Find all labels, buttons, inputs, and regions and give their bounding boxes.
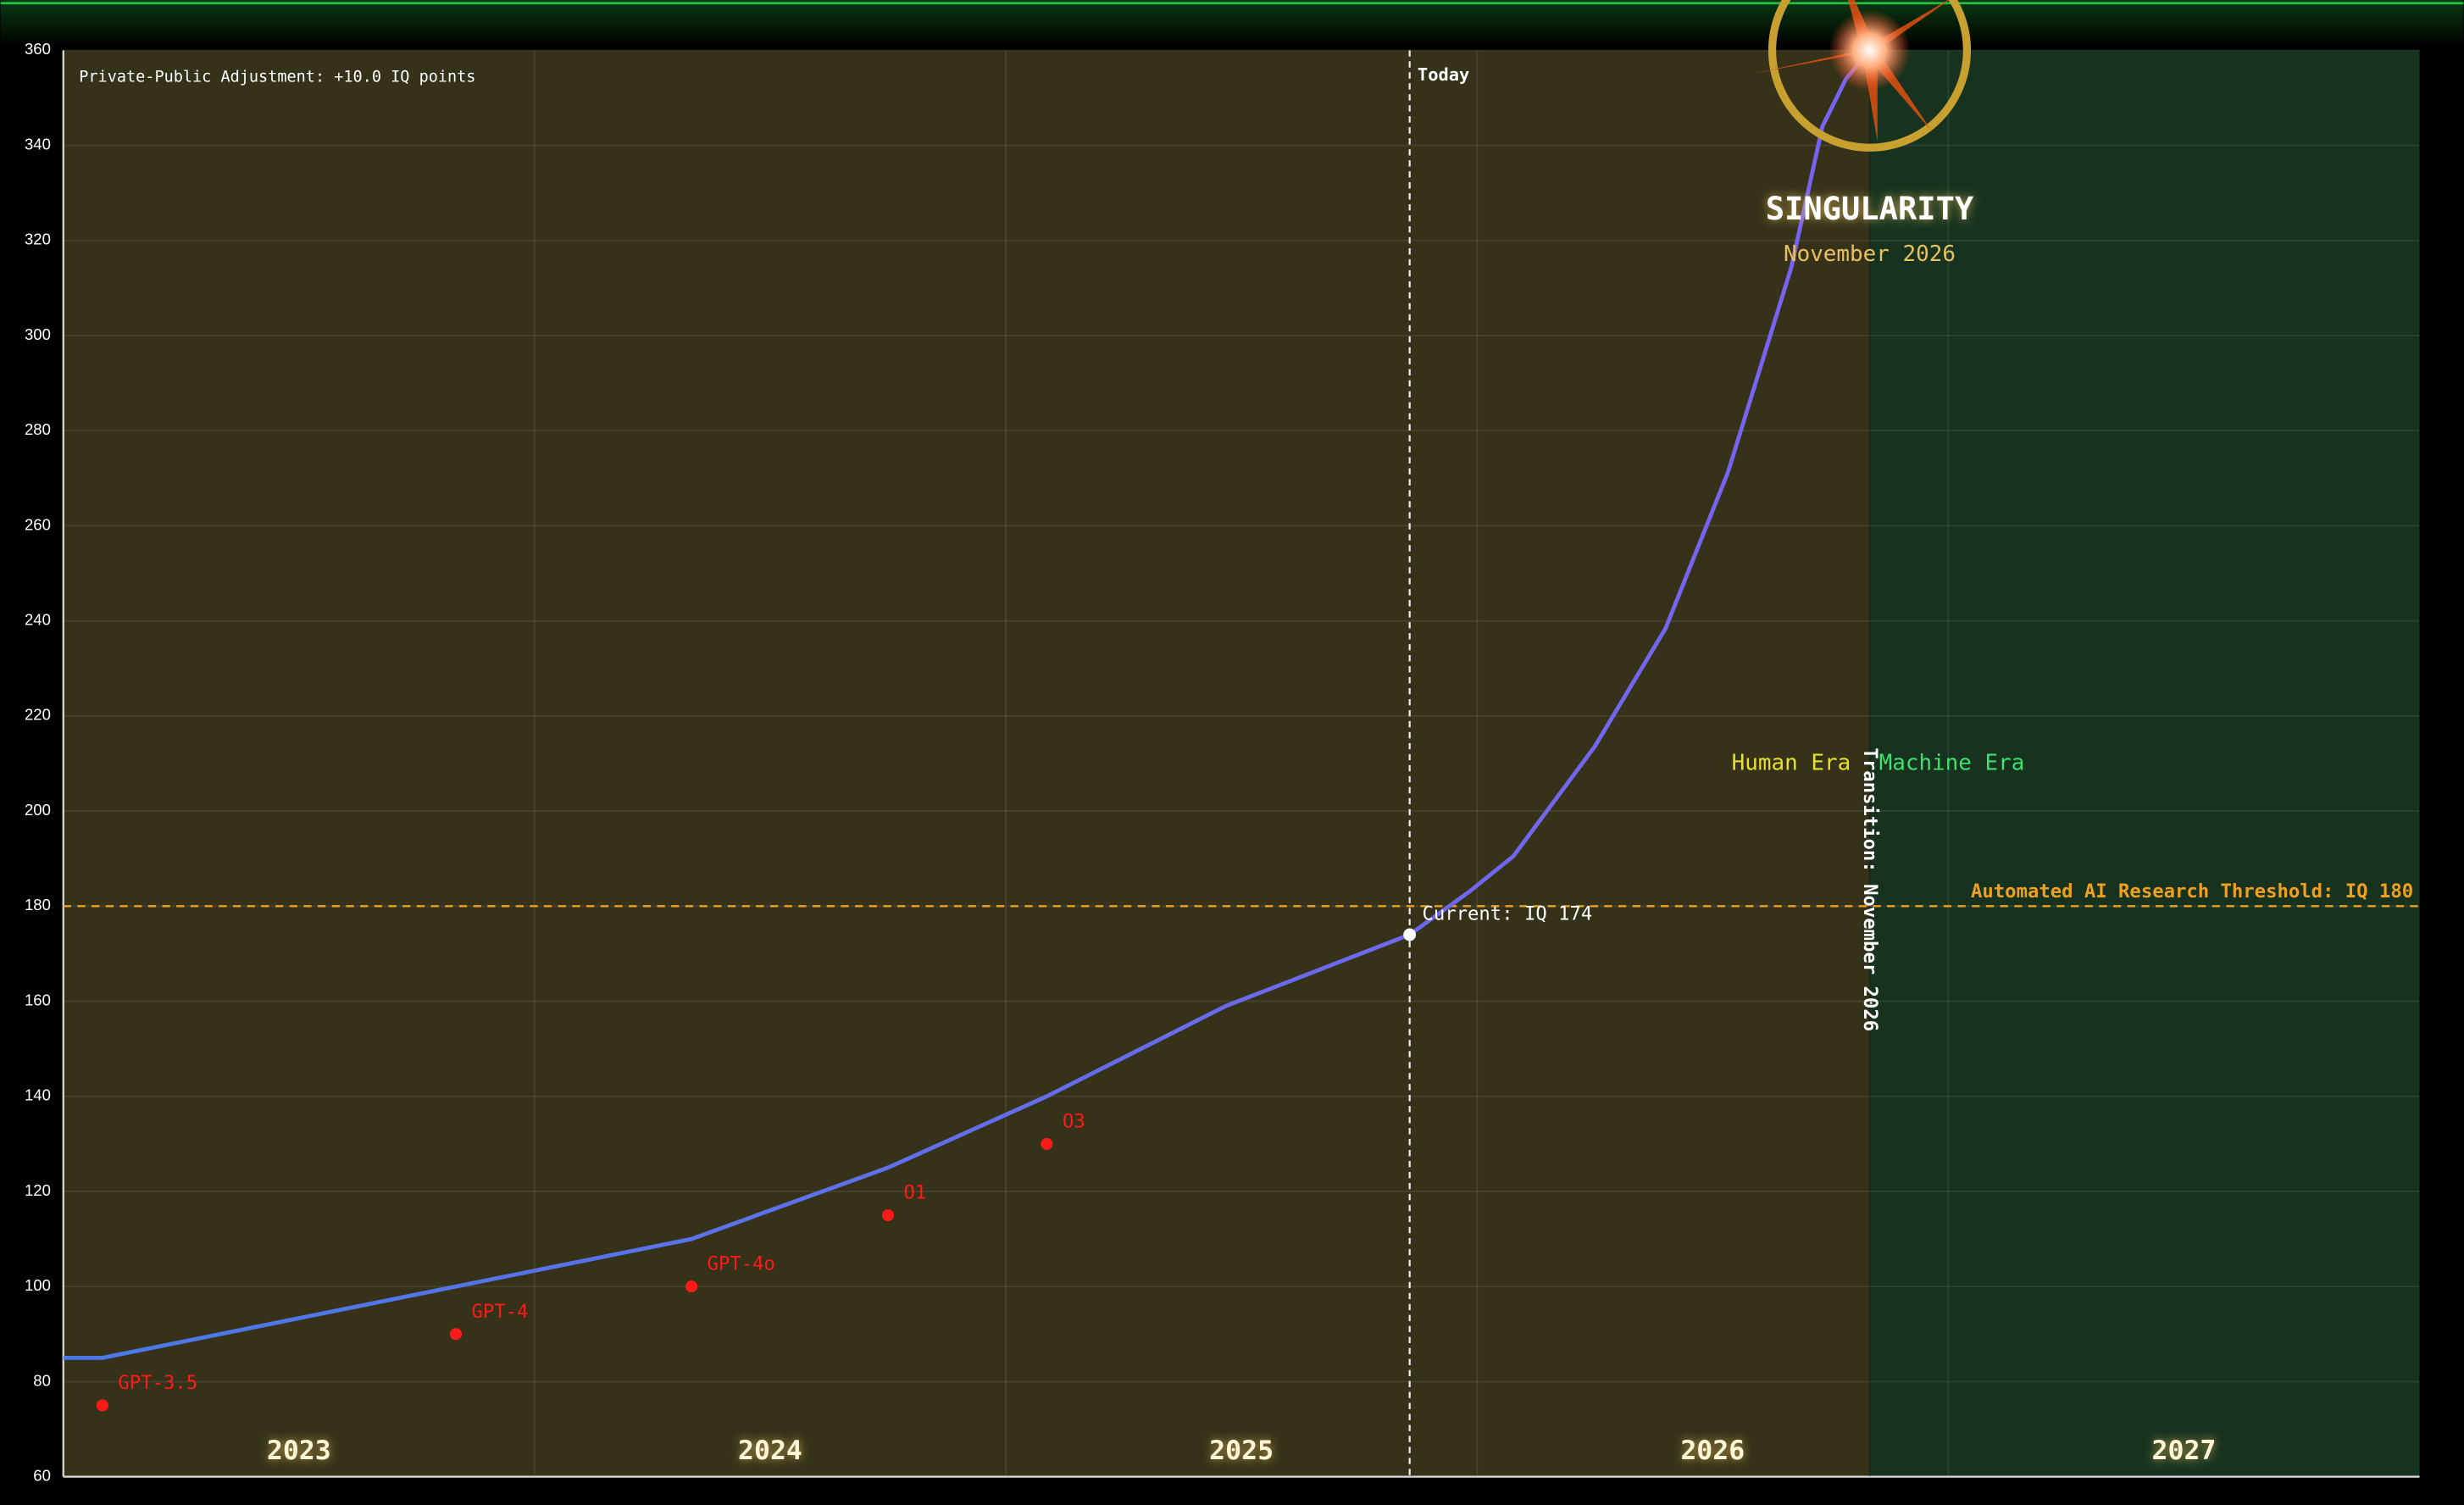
model-label: O3 — [1063, 1110, 1085, 1132]
y-tick-label: 100 — [25, 1276, 51, 1294]
y-tick-label: 360 — [25, 40, 51, 58]
sun-ring — [1768, 0, 1972, 152]
singularity-icon — [1751, 0, 1972, 152]
x-tick-label: 2026 — [1680, 1436, 1745, 1466]
adjustment-note: Private-Public Adjustment: +10.0 IQ poin… — [79, 68, 475, 86]
plot-area: 60 80 100 120 140 160 180 200 220 240 260 280 300 320… — [25, 0, 2420, 1485]
model-point — [1041, 1137, 1053, 1150]
y-tick-label: 80 — [33, 1371, 51, 1389]
y-tick-label: 340 — [25, 135, 51, 153]
y-tick-label: 220 — [25, 706, 51, 724]
y-tick-label: 280 — [25, 420, 51, 438]
x-tick-label: 2025 — [1209, 1436, 1274, 1466]
machine-era-region — [1869, 50, 2420, 1477]
y-tick-label: 140 — [25, 1086, 51, 1104]
human-era-label: Human Era — [1732, 750, 1851, 775]
y-tick-label: 240 — [25, 611, 51, 629]
x-tick-label: 2024 — [738, 1436, 802, 1466]
transition-label: Transition: November 2026 — [1859, 747, 1881, 1031]
header-bar — [0, 0, 2464, 47]
model-point — [685, 1280, 698, 1293]
model-label: GPT-4o — [708, 1253, 775, 1275]
model-label: O1 — [904, 1182, 927, 1204]
x-tick-label: 2027 — [2152, 1436, 2217, 1466]
machine-era-label: Machine Era — [1879, 750, 2025, 775]
singularity-title: SINGULARITY — [1766, 191, 1974, 227]
model-label: GPT-4 — [472, 1301, 529, 1323]
y-tick-label: 300 — [25, 325, 51, 343]
model-point — [449, 1328, 463, 1341]
y-tick-label: 60 — [33, 1467, 51, 1485]
sun-core — [1829, 9, 1911, 92]
x-tick-label: 2023 — [267, 1436, 331, 1466]
human-era-region — [63, 50, 1870, 1477]
iq-line — [63, 48, 1872, 1360]
singularity-date: November 2026 — [1784, 242, 1956, 267]
y-tick-label: 260 — [25, 515, 51, 533]
threshold-label: Automated AI Research Threshold: IQ 180 — [1971, 880, 2413, 902]
model-point — [96, 1399, 108, 1412]
y-tick-label: 200 — [25, 801, 51, 819]
y-tick-label: 180 — [25, 896, 51, 914]
today-label: Today — [1418, 64, 1469, 85]
y-tick-label: 160 — [25, 991, 51, 1008]
y-tick-label: 320 — [25, 230, 51, 248]
model-label: GPT-3.5 — [118, 1372, 197, 1394]
y-tick-label: 120 — [25, 1181, 51, 1199]
current-label: Current: IQ 174 — [1423, 902, 1593, 925]
current-point — [1403, 928, 1417, 941]
model-point — [881, 1208, 895, 1222]
